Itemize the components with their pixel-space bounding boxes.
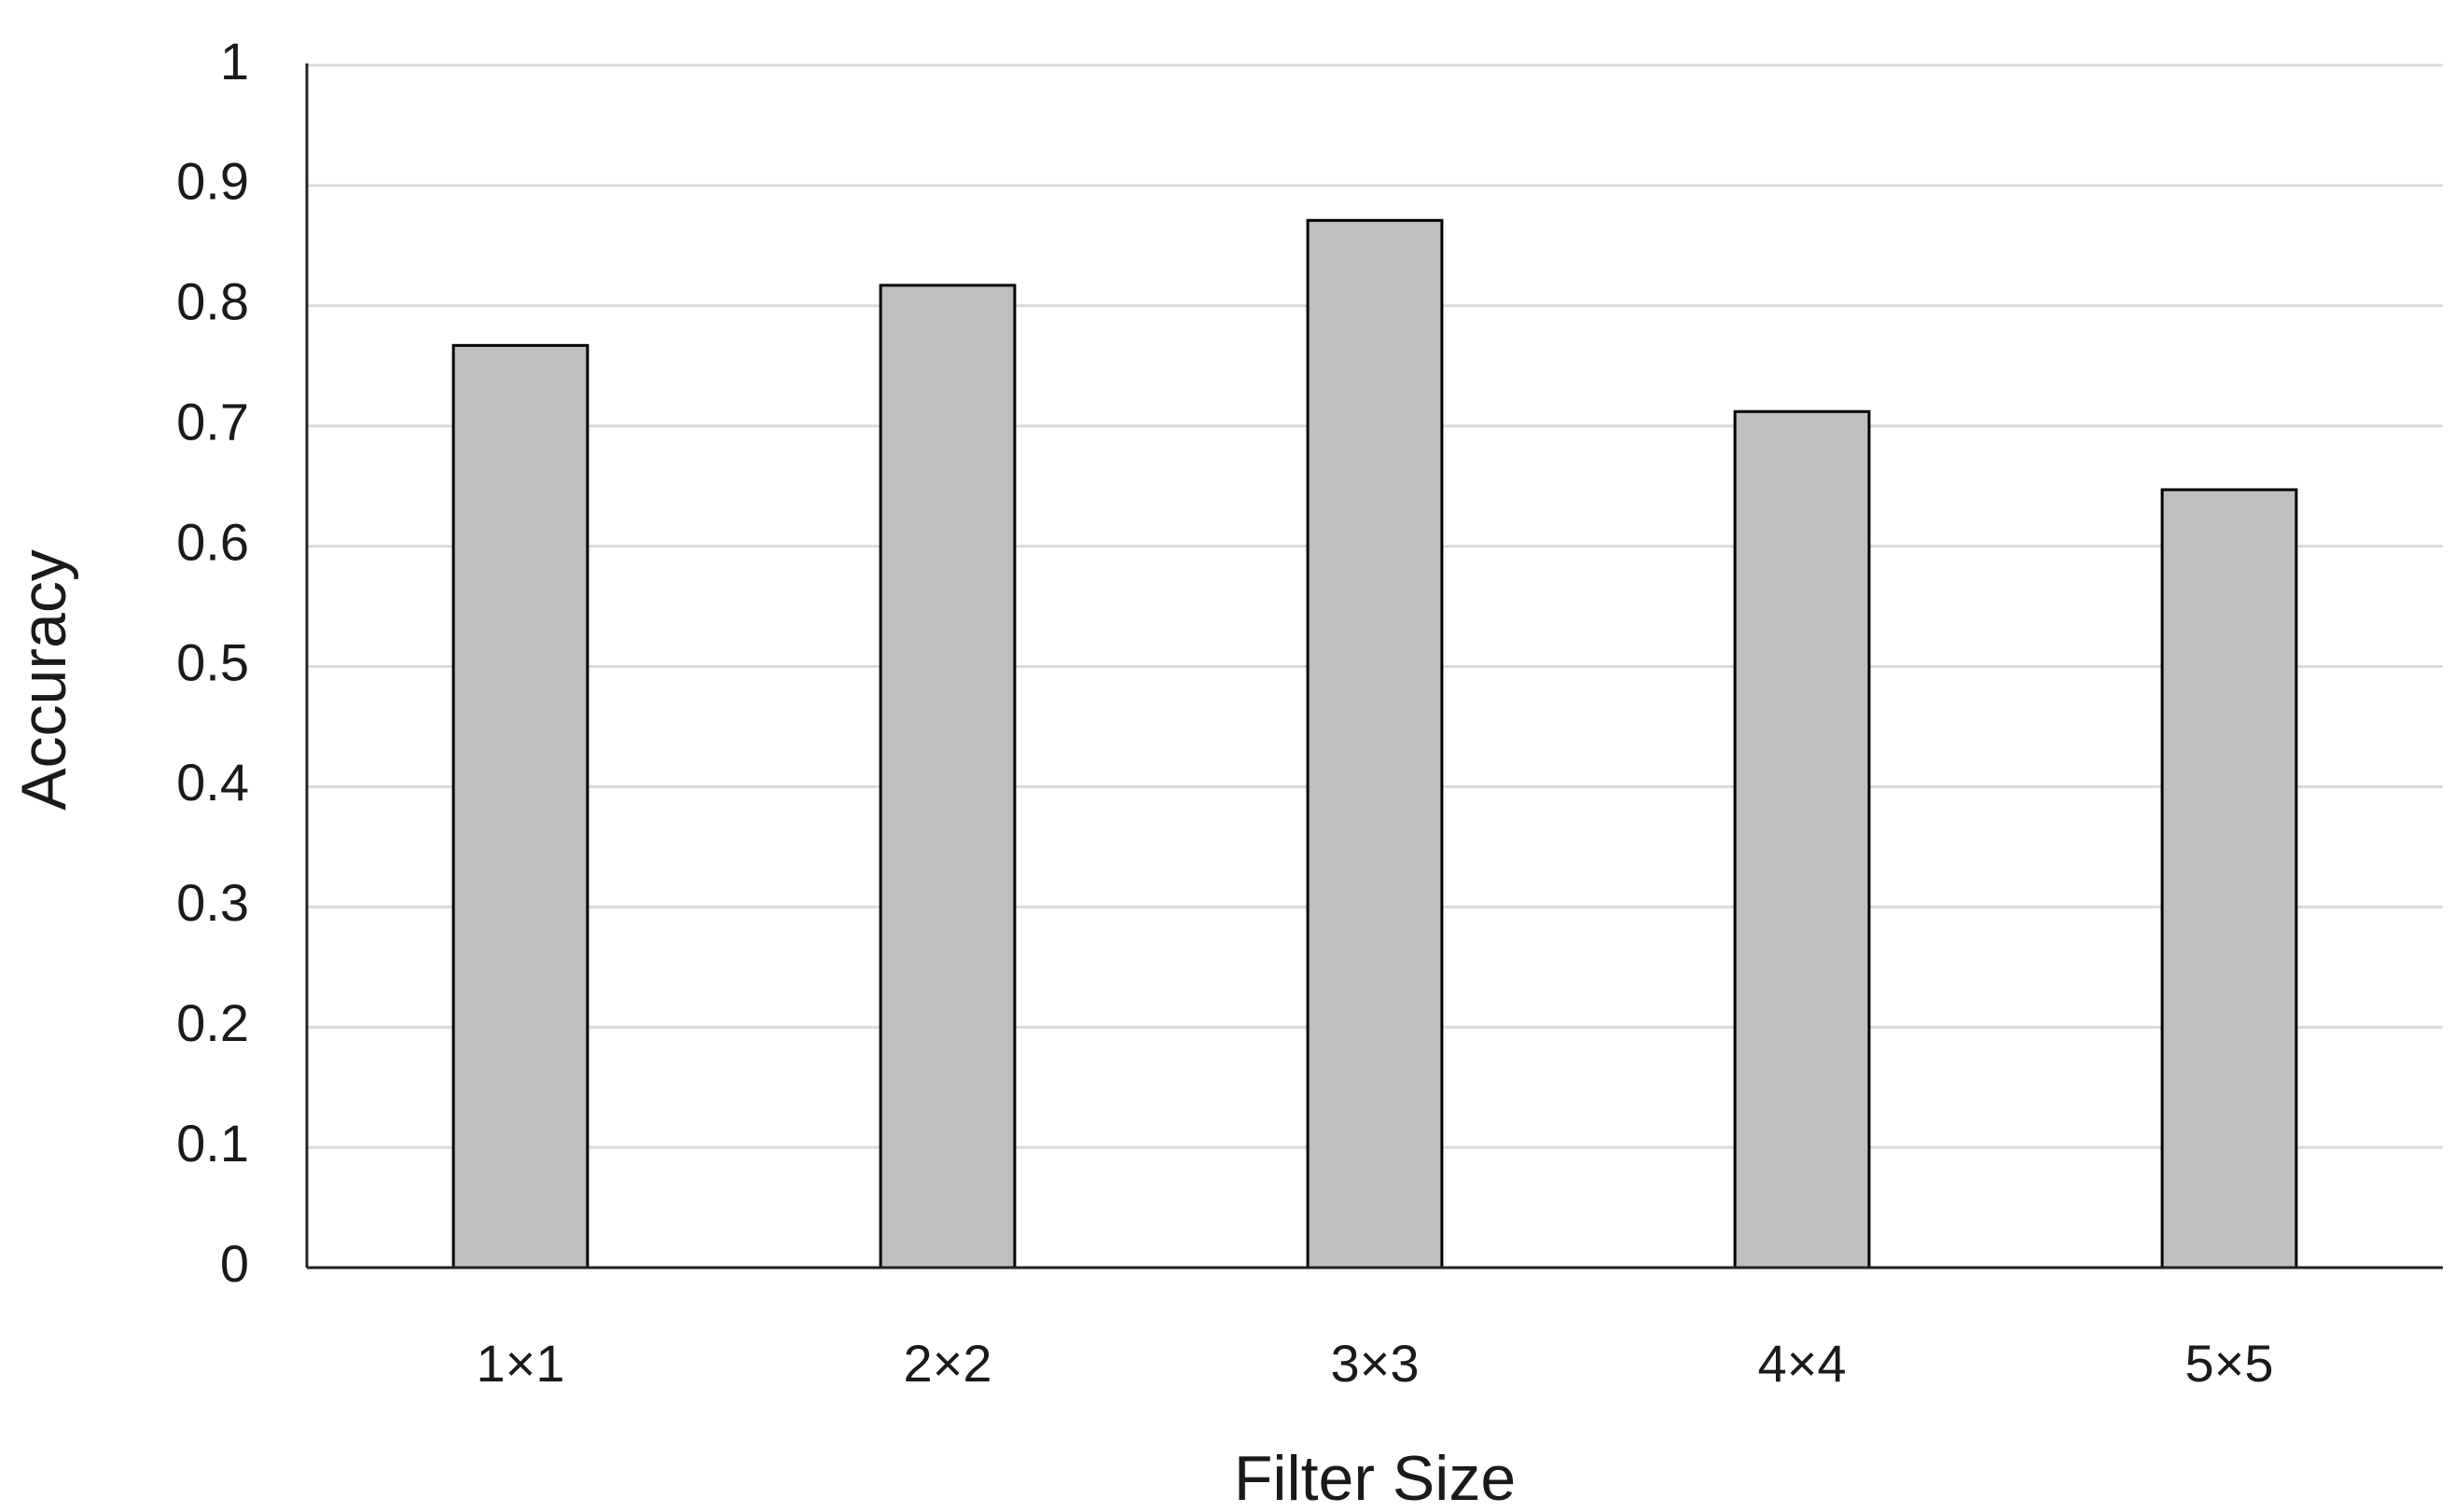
bar	[1733, 409, 1871, 1269]
y-tick-label: 0	[220, 1234, 249, 1293]
x-tick-label: 4×4	[1758, 1334, 1847, 1393]
y-tick-label: 0.5	[176, 632, 249, 691]
y-axis-title: Accuracy	[8, 549, 79, 811]
y-tick-label: 0.4	[176, 753, 249, 811]
bar	[451, 343, 589, 1269]
x-tick-label: 1×1	[477, 1334, 565, 1393]
y-tick-label: 0.7	[176, 392, 249, 451]
x-tick-label: 2×2	[904, 1334, 992, 1393]
y-tick-label: 0.1	[176, 1114, 249, 1172]
x-axis-title: Filter Size	[1234, 1443, 1516, 1512]
y-tick-label: 0.2	[176, 993, 249, 1052]
bar	[2160, 488, 2298, 1269]
y-tick-label: 0.8	[176, 272, 249, 331]
y-tick-label: 1	[220, 32, 249, 90]
bar	[1306, 218, 1444, 1269]
x-tick-label: 5×5	[2185, 1334, 2274, 1393]
y-tick-label: 0.3	[176, 873, 249, 932]
y-tick-label: 0.9	[176, 152, 249, 211]
bar	[879, 284, 1017, 1269]
y-tick-label: 0.6	[176, 512, 249, 571]
x-tick-label: 3×3	[1331, 1334, 1420, 1393]
